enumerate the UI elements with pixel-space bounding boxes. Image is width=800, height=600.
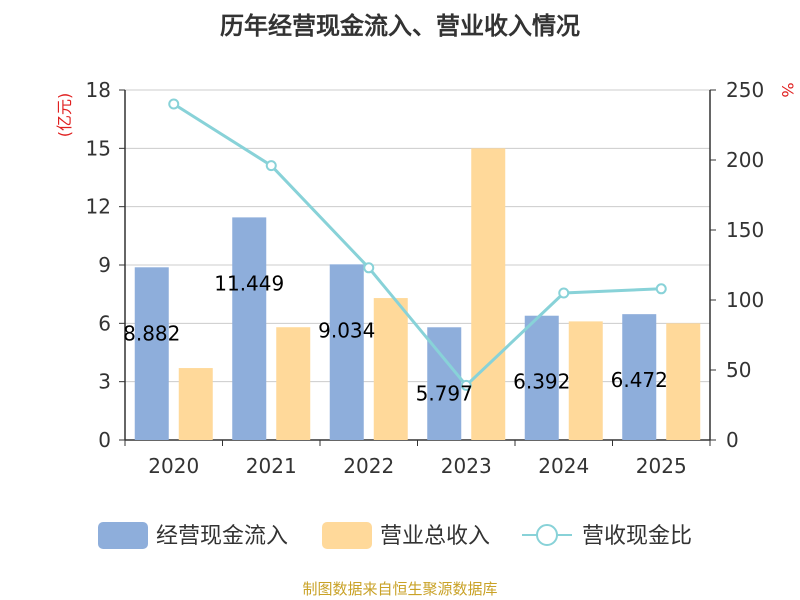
legend-swatch-marker xyxy=(536,524,558,546)
line-point xyxy=(168,98,180,110)
x-tick-label: 2020 xyxy=(148,454,199,478)
left-tick-label: 6 xyxy=(98,311,111,335)
data-label: 6.472 xyxy=(611,368,668,392)
right-tick-label: 200 xyxy=(726,148,764,172)
data-label: 5.797 xyxy=(416,381,473,405)
left-tick-label: 3 xyxy=(98,370,111,394)
left-axis-label: (亿元) xyxy=(55,93,74,138)
chart-title: 历年经营现金流入、营业收入情况 xyxy=(220,12,580,40)
bar-revenue xyxy=(666,323,701,440)
bar-cash-inflow xyxy=(134,267,169,440)
line-point xyxy=(265,160,277,172)
line-point xyxy=(460,379,472,391)
bar-revenue xyxy=(276,327,311,440)
legend-label: 营业总收入 xyxy=(380,524,490,549)
bar-cash-inflow xyxy=(232,217,267,440)
x-tick-label: 2021 xyxy=(246,454,297,478)
bar-cash-inflow xyxy=(524,315,559,440)
left-tick-label: 18 xyxy=(86,78,111,102)
right-tick-label: 50 xyxy=(726,358,751,382)
data-label: 6.392 xyxy=(513,370,570,394)
right-tick-label: 100 xyxy=(726,288,764,312)
right-axis-label: % xyxy=(778,82,797,97)
data-label: 8.882 xyxy=(123,321,180,345)
bar-revenue xyxy=(471,148,506,441)
x-tick-label: 2024 xyxy=(538,454,589,478)
right-tick-label: 250 xyxy=(726,78,764,102)
x-tick-label: 2025 xyxy=(636,454,687,478)
right-tick-label: 0 xyxy=(726,428,739,452)
source-note: 制图数据来自恒生聚源数据库 xyxy=(302,580,498,598)
line-point xyxy=(655,283,667,295)
right-tick-label: 150 xyxy=(726,218,764,242)
bar-cash-inflow xyxy=(622,314,657,440)
data-label: 9.034 xyxy=(318,318,375,342)
left-tick-label: 12 xyxy=(86,195,111,219)
legend-swatch xyxy=(322,522,372,549)
left-tick-label: 15 xyxy=(86,136,111,160)
line-point xyxy=(363,262,375,274)
bar-revenue xyxy=(178,368,213,440)
left-tick-label: 9 xyxy=(98,253,111,277)
bar-revenue xyxy=(568,321,603,440)
legend-label: 营收现金比 xyxy=(582,524,692,549)
line-revenue-cash-ratio xyxy=(172,102,662,388)
bar-revenue xyxy=(373,298,408,440)
data-label: 11.449 xyxy=(214,271,284,295)
x-tick-label: 2022 xyxy=(343,454,394,478)
bar-cash-inflow xyxy=(329,264,364,440)
x-tick-label: 2023 xyxy=(441,454,492,478)
line-point xyxy=(558,287,570,299)
left-tick-label: 0 xyxy=(98,428,111,452)
legend-label: 经营现金流入 xyxy=(156,524,288,549)
legend-swatch xyxy=(98,522,148,549)
